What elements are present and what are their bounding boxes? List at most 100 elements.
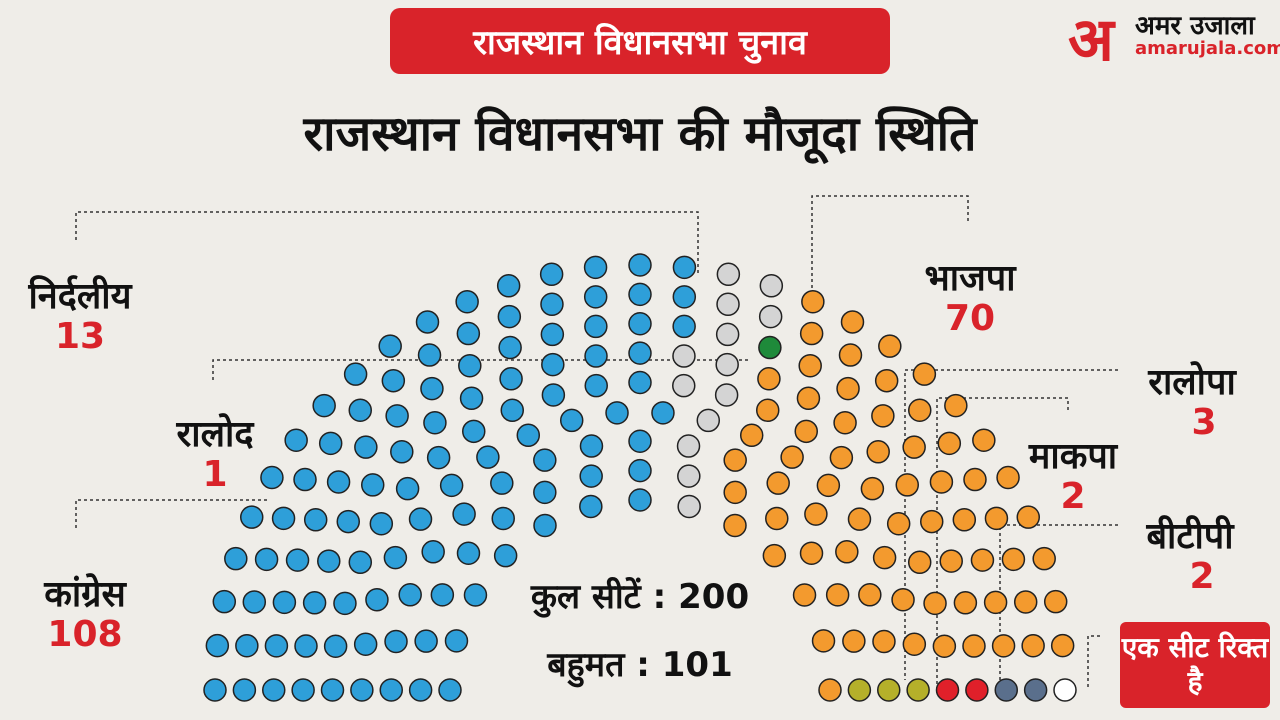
seat: [205, 633, 230, 658]
majority: बहुमत : 101: [547, 640, 732, 686]
seat: [628, 370, 652, 395]
seat: [672, 255, 697, 280]
seat: [323, 634, 348, 658]
seat: [891, 587, 915, 612]
seat: [583, 255, 608, 280]
party-seats: 3: [1191, 402, 1217, 443]
seat: [420, 376, 444, 401]
seat: [932, 634, 957, 658]
seat: [758, 304, 783, 329]
title: राजस्थान विधानसभा की मौजूदा स्थिति: [303, 106, 977, 162]
seat: [423, 410, 447, 435]
seat: [235, 633, 259, 658]
seat: [320, 678, 345, 702]
seat: [348, 550, 373, 575]
seat: [430, 583, 455, 607]
seat: [714, 383, 739, 407]
logo-site: amarujala.com: [1135, 38, 1280, 59]
seat: [463, 583, 488, 607]
seat: [360, 473, 385, 497]
seat: [829, 445, 854, 470]
seat: [224, 546, 248, 571]
seat: [1016, 505, 1041, 529]
leader: [936, 397, 1069, 688]
leader: [811, 195, 969, 312]
seat: [723, 480, 747, 505]
seat: [1053, 678, 1077, 702]
seat: [496, 274, 521, 298]
total: कुल सीटें : 200: [531, 572, 749, 618]
party-seats: 1: [202, 454, 228, 495]
seat: [348, 398, 373, 423]
party-seats: 2: [1060, 476, 1086, 517]
seat: [628, 312, 652, 336]
seat: [799, 321, 824, 346]
seat: [723, 513, 747, 538]
seat: [395, 476, 420, 501]
seat: [439, 473, 464, 498]
seat: [284, 428, 308, 452]
seat: [408, 678, 433, 702]
party-name: बीटीपी: [1146, 516, 1234, 557]
seat: [628, 458, 652, 483]
party-name: माकपा: [1028, 436, 1118, 477]
seat: [628, 429, 652, 453]
seat: [794, 419, 818, 444]
seat: [984, 506, 1009, 531]
seat: [765, 506, 789, 531]
party-seats: 2: [1189, 556, 1215, 597]
leader: [212, 359, 750, 380]
seat: [907, 550, 932, 575]
seat: [343, 362, 368, 386]
party-name: रालोद: [176, 414, 254, 455]
seat: [672, 373, 696, 398]
seat: [203, 678, 227, 702]
seat: [584, 344, 608, 368]
seat: [516, 423, 541, 448]
seat: [458, 353, 482, 378]
party-seats: 108: [47, 614, 123, 655]
seat: [539, 262, 564, 287]
seat: [493, 543, 518, 568]
leader: [75, 211, 699, 275]
seat: [672, 344, 696, 368]
leader: [75, 499, 270, 528]
seat: [907, 398, 932, 423]
seat: [456, 541, 481, 565]
seat: [935, 678, 960, 702]
seat: [408, 507, 433, 531]
seat: [847, 678, 872, 702]
seat: [579, 494, 603, 519]
seat: [757, 367, 781, 391]
seat: [983, 590, 1008, 615]
seat: [835, 540, 859, 564]
party-seats: 13: [54, 316, 106, 357]
seat: [963, 467, 987, 492]
seat: [811, 629, 836, 653]
seat: [438, 678, 462, 702]
seat: [459, 386, 484, 411]
seat: [651, 401, 675, 425]
seat: [498, 335, 522, 360]
seat: [840, 310, 865, 334]
seat: [628, 253, 652, 277]
seat: [541, 383, 566, 407]
seat: [818, 678, 842, 702]
seat: [533, 448, 557, 472]
seat: [919, 509, 944, 534]
seat: [944, 393, 968, 418]
seat: [758, 335, 782, 360]
leader: [1087, 635, 1100, 688]
seat: [970, 548, 995, 572]
seat: [780, 445, 804, 469]
seat: [937, 431, 962, 456]
seat: [260, 465, 284, 490]
seat: [860, 476, 885, 501]
seat: [312, 393, 336, 418]
seat: [972, 428, 996, 452]
seat: [369, 512, 394, 536]
seat: [541, 352, 565, 377]
leader: [904, 369, 1118, 680]
seat: [858, 583, 882, 607]
seat: [716, 292, 740, 317]
